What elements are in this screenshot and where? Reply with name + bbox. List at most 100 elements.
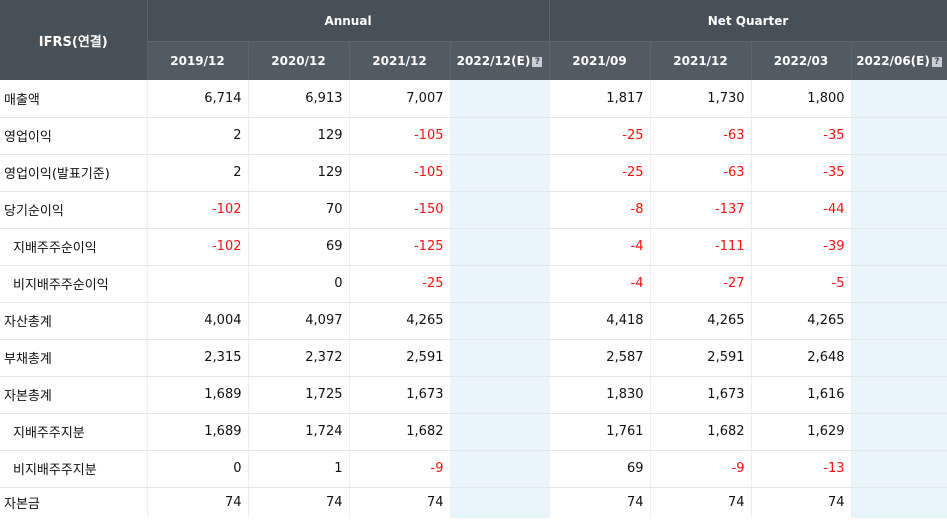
period-header: 2022/03 bbox=[751, 41, 852, 80]
value-cell: 2,591 bbox=[650, 339, 752, 377]
value-cell: 4,418 bbox=[549, 302, 651, 340]
value-cell: 1,673 bbox=[349, 376, 451, 414]
estimate-cell bbox=[450, 228, 550, 266]
value-cell: -4 bbox=[549, 265, 651, 303]
value-cell: 4,265 bbox=[650, 302, 752, 340]
value-cell: -63 bbox=[650, 154, 752, 192]
table-row: 영업이익 2 129 -105 -25 -63 -35 bbox=[0, 117, 947, 155]
value-cell: 1,830 bbox=[549, 376, 651, 414]
table-row: 지배주주순이익 -102 69 -125 -4 -111 -39 bbox=[0, 228, 947, 266]
value-cell: -125 bbox=[349, 228, 451, 266]
accounting-standard-header: IFRS(연결) bbox=[0, 0, 148, 80]
value-cell: 1,800 bbox=[751, 80, 852, 118]
estimate-cell bbox=[450, 154, 550, 192]
value-cell: 1,616 bbox=[751, 376, 852, 414]
table-row: 비지배주주지분 0 1 -9 69 -9 -13 bbox=[0, 450, 947, 488]
value-cell: 1,689 bbox=[147, 376, 249, 414]
estimate-help-icon[interactable]: ? bbox=[532, 57, 543, 67]
value-cell: -25 bbox=[549, 154, 651, 192]
value-cell: 1,730 bbox=[650, 80, 752, 118]
row-label: 자본금 bbox=[0, 487, 148, 518]
estimate-cell bbox=[851, 117, 947, 155]
value-cell: -63 bbox=[650, 117, 752, 155]
value-cell: 2 bbox=[147, 117, 249, 155]
period-label: 2021/12 bbox=[673, 54, 728, 68]
period-label: 2022/06(E) bbox=[856, 54, 930, 68]
table-row: 당기순이익 -102 70 -150 -8 -137 -44 bbox=[0, 191, 947, 229]
estimate-cell bbox=[851, 80, 947, 118]
value-cell: -13 bbox=[751, 450, 852, 488]
value-cell: 1,724 bbox=[248, 413, 350, 451]
value-cell: -102 bbox=[147, 228, 249, 266]
period-header: 2022/06(E)? bbox=[851, 41, 947, 80]
value-cell: 4,004 bbox=[147, 302, 249, 340]
value-cell: 4,265 bbox=[751, 302, 852, 340]
value-cell: -25 bbox=[549, 117, 651, 155]
value-cell: 6,913 bbox=[248, 80, 350, 118]
value-cell: 74 bbox=[549, 487, 651, 518]
value-cell: 1,761 bbox=[549, 413, 651, 451]
value-cell: -35 bbox=[751, 117, 852, 155]
value-cell: -9 bbox=[349, 450, 451, 488]
estimate-help-icon[interactable]: ? bbox=[931, 57, 942, 67]
value-cell: 2,372 bbox=[248, 339, 350, 377]
value-cell: 69 bbox=[549, 450, 651, 488]
value-cell: 70 bbox=[248, 191, 350, 229]
period-header: 2021/09 bbox=[549, 41, 651, 80]
row-label: 당기순이익 bbox=[0, 191, 148, 229]
estimate-cell bbox=[450, 117, 550, 155]
table-row: 자본금 74 74 74 74 74 74 bbox=[0, 487, 947, 518]
period-header: 2020/12 bbox=[248, 41, 350, 80]
period-header: 2022/12(E)? bbox=[450, 41, 550, 80]
value-cell: 74 bbox=[248, 487, 350, 518]
row-label: 비지배주주순이익 bbox=[0, 265, 148, 303]
estimate-cell bbox=[851, 376, 947, 414]
period-label: 2021/09 bbox=[572, 54, 627, 68]
estimate-cell bbox=[851, 228, 947, 266]
value-cell: 2,587 bbox=[549, 339, 651, 377]
period-label: 2022/12(E) bbox=[456, 54, 531, 68]
value-cell: -8 bbox=[549, 191, 651, 229]
row-label: 지배주주지분 bbox=[0, 413, 148, 451]
value-cell: -44 bbox=[751, 191, 852, 229]
value-cell: 4,265 bbox=[349, 302, 451, 340]
row-label: 영업이익(발표기준) bbox=[0, 154, 148, 192]
estimate-cell bbox=[450, 450, 550, 488]
row-label: 자본총계 bbox=[0, 376, 148, 414]
estimate-cell bbox=[851, 413, 947, 451]
value-cell: 1,682 bbox=[349, 413, 451, 451]
estimate-cell bbox=[851, 154, 947, 192]
value-cell: 4,097 bbox=[248, 302, 350, 340]
estimate-cell bbox=[450, 265, 550, 303]
period-label: 2021/12 bbox=[372, 54, 427, 68]
row-label: 영업이익 bbox=[0, 117, 148, 155]
row-label: 지배주주순이익 bbox=[0, 228, 148, 266]
value-cell: 2,315 bbox=[147, 339, 249, 377]
estimate-cell bbox=[450, 339, 550, 377]
value-cell: 1,689 bbox=[147, 413, 249, 451]
estimate-cell bbox=[851, 339, 947, 377]
value-cell: 1,682 bbox=[650, 413, 752, 451]
value-cell: -102 bbox=[147, 191, 249, 229]
value-cell: 74 bbox=[147, 487, 249, 518]
estimate-cell bbox=[851, 302, 947, 340]
value-cell: -39 bbox=[751, 228, 852, 266]
period-label: 2019/12 bbox=[170, 54, 225, 68]
value-cell: -105 bbox=[349, 154, 451, 192]
estimate-cell bbox=[450, 80, 550, 118]
estimate-cell bbox=[851, 450, 947, 488]
estimate-cell bbox=[851, 487, 947, 518]
value-cell: 2,591 bbox=[349, 339, 451, 377]
table-row: 자산총계 4,004 4,097 4,265 4,418 4,265 4,265 bbox=[0, 302, 947, 340]
period-label: 2020/12 bbox=[271, 54, 326, 68]
table-row: 부채총계 2,315 2,372 2,591 2,587 2,591 2,648 bbox=[0, 339, 947, 377]
row-label: 부채총계 bbox=[0, 339, 148, 377]
value-cell: 74 bbox=[349, 487, 451, 518]
period-header: 2021/12 bbox=[349, 41, 451, 80]
value-cell: 1 bbox=[248, 450, 350, 488]
value-cell: 2,648 bbox=[751, 339, 852, 377]
quarter-group-header: Net Quarter bbox=[549, 0, 947, 42]
value-cell: -35 bbox=[751, 154, 852, 192]
value-cell: -5 bbox=[751, 265, 852, 303]
